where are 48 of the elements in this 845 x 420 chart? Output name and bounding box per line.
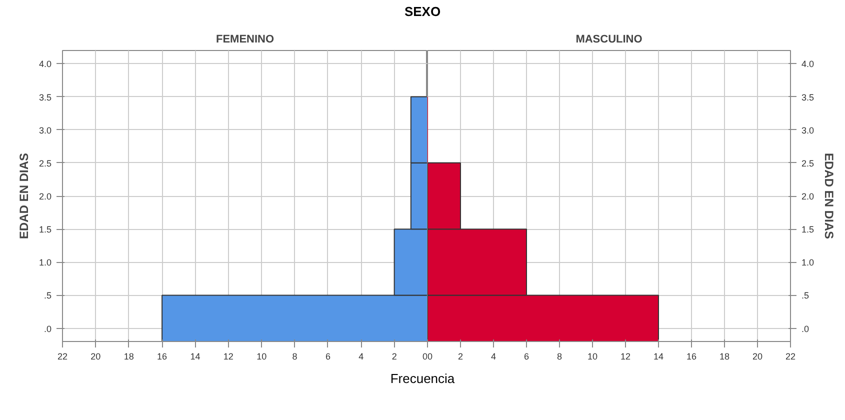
x-tick-label: 6: [325, 352, 330, 362]
x-tick-label: 18: [124, 352, 134, 362]
x-tick-label: 10: [587, 352, 598, 362]
x-tick-label: 20: [752, 352, 763, 362]
y-tick-label: 2.0: [802, 192, 814, 202]
y-tick-label: 1.0: [802, 258, 814, 268]
y-tick-label: 2.5: [38, 158, 52, 168]
y-tick-label: .0: [802, 324, 810, 334]
y-tick-label: 2.5: [802, 158, 814, 168]
y-tick-label: 1.5: [38, 224, 52, 235]
x-tick-label: 12: [223, 352, 234, 362]
text: SEXO: [403, 3, 442, 21]
x-tick-label: 10: [256, 352, 267, 362]
y-tick-label: 2.0: [38, 192, 52, 202]
y-tick-label: 1.0: [38, 258, 52, 268]
y-tick-label: 3.5: [38, 92, 52, 102]
x-tick-label: 4: [490, 352, 496, 362]
x-tick-label: 8: [292, 352, 298, 362]
x-tick-label: 12: [620, 352, 631, 362]
y-axis-title: EDAD EN DIAS: [822, 152, 836, 240]
x-tick-label: 14: [653, 352, 664, 362]
x-tick-label: 8: [556, 352, 562, 362]
y-tick-label: 3.5: [802, 92, 814, 102]
x-tick-label: 0: [422, 352, 428, 362]
y-tick-label: .5: [802, 290, 810, 301]
y-tick-label: 4.0: [38, 59, 52, 70]
x-tick-label: 2: [392, 352, 397, 362]
y-tick-label: 4.0: [802, 59, 814, 70]
y-tick-label: 3.0: [802, 125, 814, 136]
x-axis-title: Frecuencia: [389, 371, 456, 386]
x-tick-label: 2: [458, 352, 464, 362]
x-tick-label: 18: [719, 352, 730, 362]
x-tick-label: 0: [428, 352, 433, 362]
x-tick-label: 4: [358, 352, 364, 362]
y-tick-label: .0: [44, 324, 52, 334]
x-tick-label: 22: [57, 352, 68, 362]
x-tick-label: 20: [90, 352, 101, 362]
y-tick-label: 3.0: [38, 125, 52, 136]
chart-title: MASCULINO: [576, 34, 643, 46]
x-tick-label: 6: [524, 352, 530, 362]
y-tick-label: 1.5: [802, 224, 814, 235]
y-tick-label: .5: [44, 290, 52, 301]
y-axis-title: EDAD EN DIAS: [16, 152, 31, 240]
x-tick-label: 16: [157, 352, 168, 362]
chart-title: FEMENINO: [216, 34, 274, 46]
x-tick-label: 22: [785, 352, 796, 362]
x-tick-label: 16: [686, 352, 697, 362]
x-tick-label: 14: [190, 352, 200, 362]
